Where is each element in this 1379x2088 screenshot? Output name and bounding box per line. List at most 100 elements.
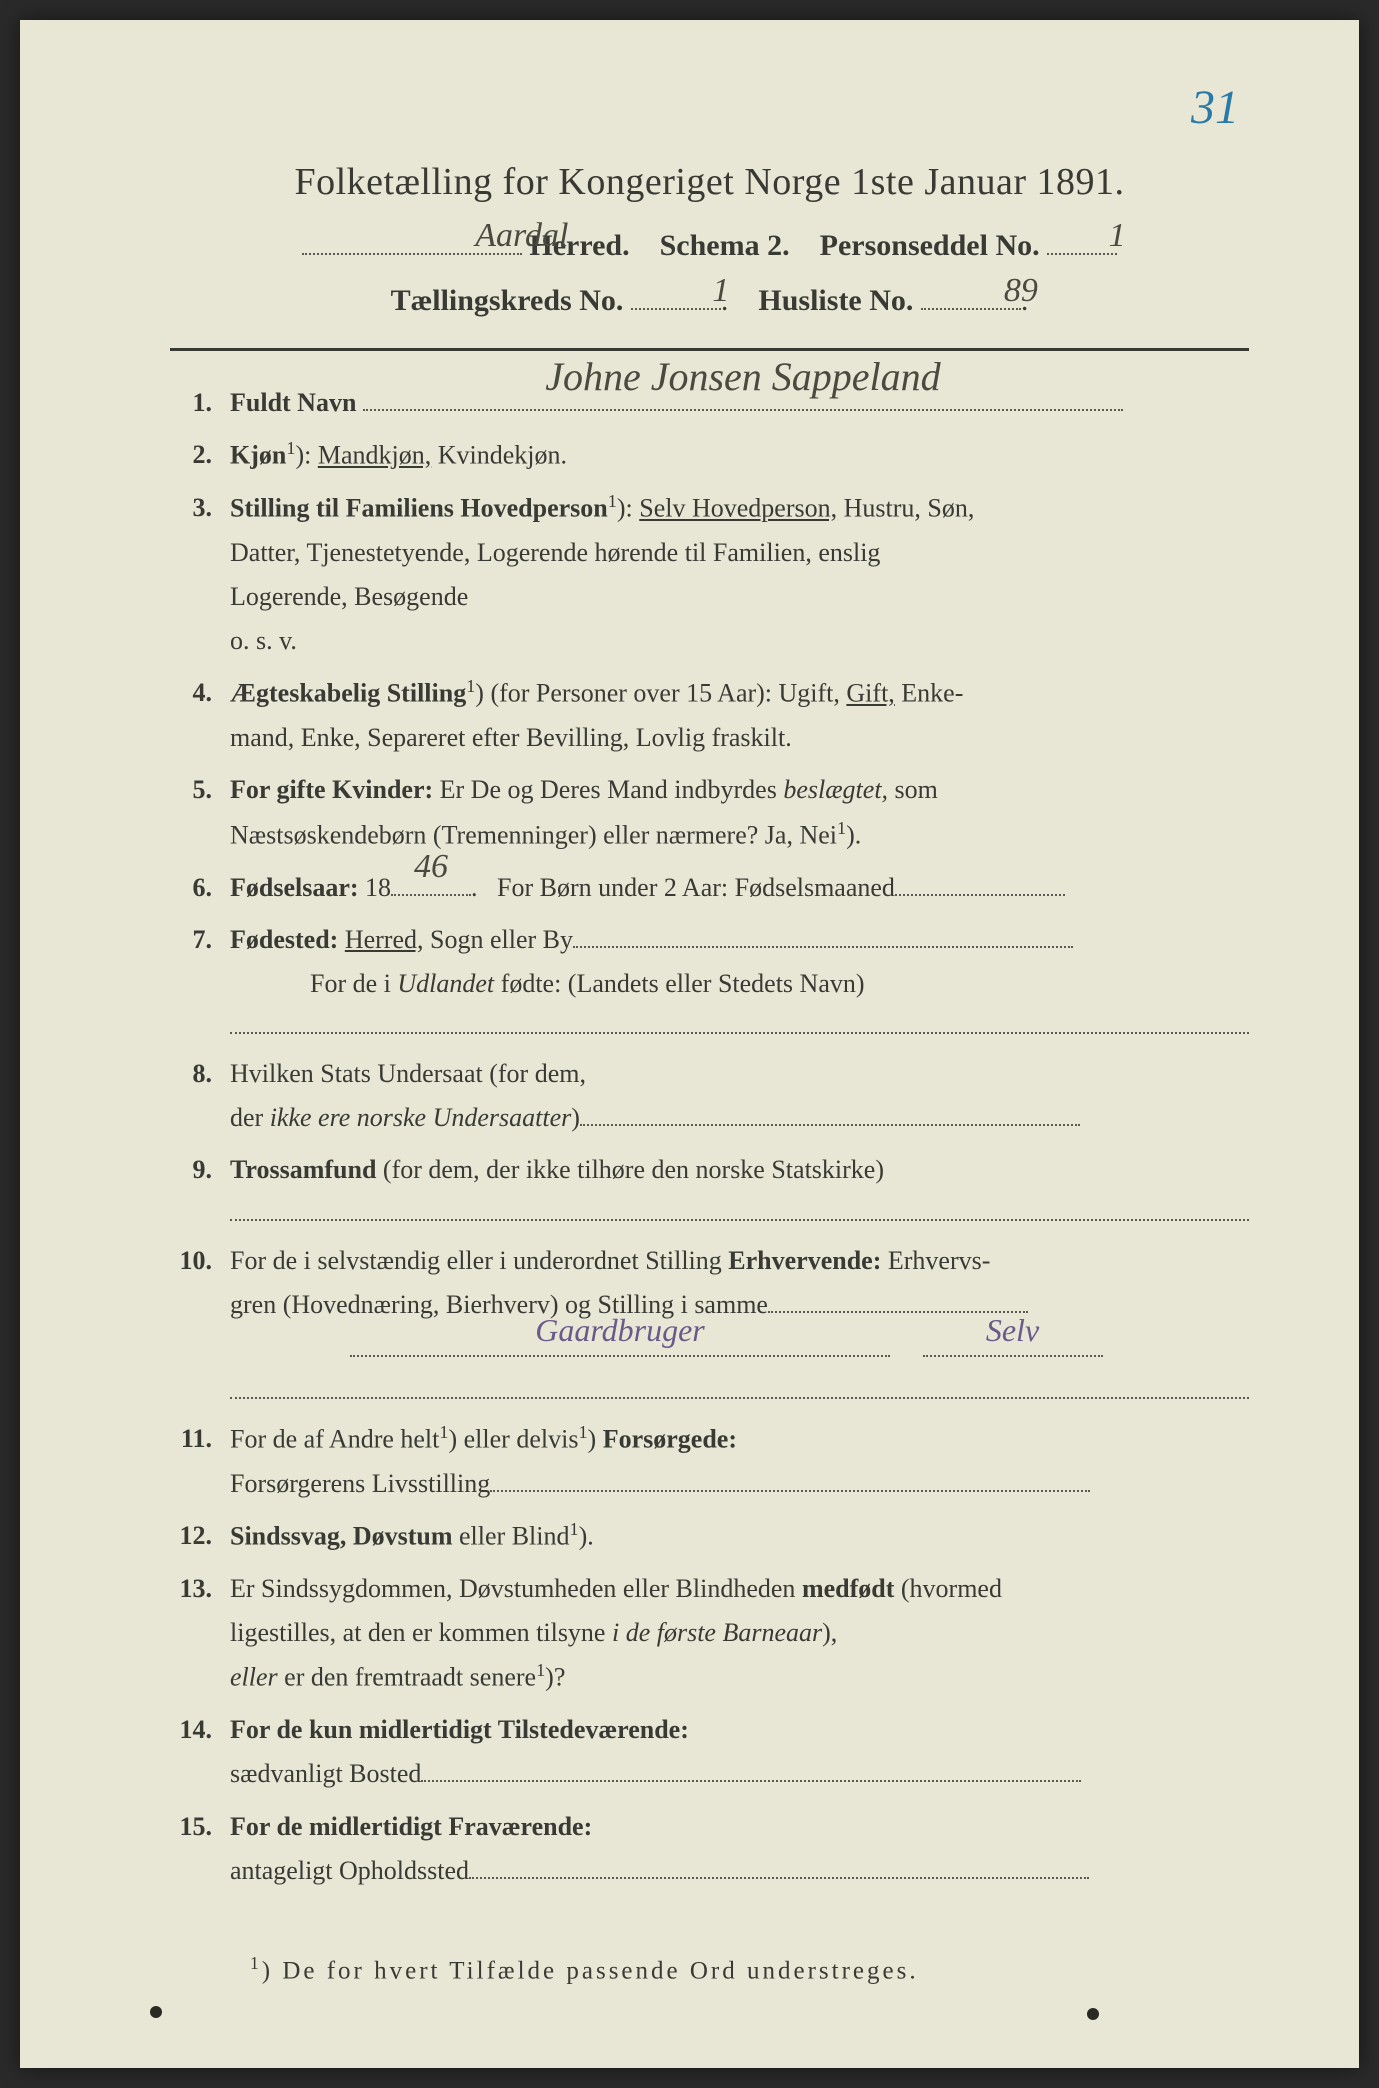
- line3a: eller: [230, 1663, 278, 1692]
- text: eller Blind: [453, 1522, 570, 1551]
- ink-spot: [150, 2006, 162, 2018]
- aegteskab-label: Ægteskabelig Stilling: [230, 679, 466, 708]
- kreds-line: Tællingskreds No. 1. Husliste No. 89.: [170, 277, 1249, 318]
- entry-2: 2. Kjøn1): Mandkjøn, Kvindekjøn.: [170, 433, 1249, 478]
- fuldt-navn-label: Fuldt Navn: [230, 388, 356, 417]
- entry-body: For de i selvstændig eller i underordnet…: [230, 1239, 1249, 1410]
- taellingskreds-label: Tællingskreds No.: [391, 284, 624, 317]
- herred-line: Aardal Herred. Schema 2. Personseddel No…: [170, 222, 1249, 263]
- tail: ).: [579, 1522, 594, 1551]
- line1b: ) eller delvis: [448, 1425, 578, 1454]
- entry-8: 8. Hvilken Stats Undersaat (for dem, der…: [170, 1052, 1249, 1140]
- sup: 1: [570, 1519, 579, 1539]
- herred-value: Aardal: [412, 217, 632, 255]
- entry-body: Fødselsaar: 1846. For Børn under 2 Aar: …: [230, 866, 1249, 910]
- entry-num: 2.: [170, 433, 230, 478]
- entry-4: 4. Ægteskabelig Stilling1) (for Personer…: [170, 671, 1249, 760]
- sup: 1: [250, 1953, 262, 1973]
- gifte-kvinder-label: For gifte Kvinder:: [230, 775, 433, 804]
- line2: mand, Enke, Separeret efter Bevilling, L…: [230, 723, 792, 752]
- husliste-value: 89: [971, 272, 1071, 310]
- entry-5: 5. For gifte Kvinder: Er De og Deres Man…: [170, 768, 1249, 857]
- fravaerende-label: For de midlertidigt Fraværende:: [230, 1812, 592, 1841]
- sup: 1: [608, 491, 617, 511]
- occupation-value: Gaardbruger: [350, 1303, 890, 1357]
- line1: ) (for Personer over 15 Aar): Ugift, Gif…: [475, 679, 963, 708]
- tilstedevaerende-label: For de kun midlertidigt Tilstedeværende:: [230, 1715, 689, 1744]
- line2c: ),: [822, 1618, 837, 1647]
- line1: Er De og Deres Mand indbyrdes beslægtet,…: [433, 775, 938, 804]
- blank-line: [230, 1199, 1249, 1221]
- line1b: Erhvervende:: [728, 1246, 881, 1275]
- fuldt-navn-value: Johne Jonsen Sappeland: [363, 343, 1123, 411]
- line1: (for dem, der ikke tilhøre den norske St…: [376, 1155, 884, 1184]
- page-number-annotation: 31: [1191, 80, 1239, 135]
- tail: ).: [846, 820, 861, 849]
- trossamfund-label: Trossamfund: [230, 1155, 376, 1184]
- taellingskreds-value: 1: [676, 272, 766, 310]
- year-value: 46: [391, 838, 471, 896]
- blank-line: [230, 1012, 1249, 1034]
- title: Folketælling for Kongeriget Norge 1ste J…: [170, 160, 1249, 204]
- sup: 1: [536, 1660, 545, 1680]
- line4: o. s. v.: [230, 626, 297, 655]
- entry-10: 10. For de i selvstændig eller i underor…: [170, 1239, 1249, 1410]
- forsorgede-label: Forsørgede:: [603, 1425, 737, 1454]
- entry-num: 5.: [170, 768, 230, 857]
- entry-num: 15.: [170, 1805, 230, 1893]
- entry-num: 11.: [170, 1417, 230, 1506]
- entry-num: 14.: [170, 1708, 230, 1796]
- entry-body: For gifte Kvinder: Er De og Deres Mand i…: [230, 768, 1249, 857]
- entry-body: Fødested: Herred, Sogn eller By For de i…: [230, 918, 1249, 1044]
- entry-1: 1. Fuldt Navn Johne Jonsen Sappeland: [170, 381, 1249, 425]
- entries-list: 1. Fuldt Navn Johne Jonsen Sappeland 2. …: [170, 381, 1249, 1893]
- kjon-label: Kjøn: [230, 441, 286, 470]
- footnote-text: ) De for hvert Tilfælde passende Ord und…: [262, 1957, 919, 1984]
- sup: 1: [578, 1422, 587, 1442]
- kjon-text: ): Mandkjøn, Kvindekjøn.: [295, 441, 567, 470]
- entry-body: Sindssvag, Døvstum eller Blind1).: [230, 1514, 1249, 1559]
- fodselsaar-label: Fødselsaar:: [230, 873, 359, 902]
- line1: ): Selv Hovedperson, Hustru, Søn,: [617, 494, 975, 523]
- line2: For de i Udlandet fødte: (Landets eller …: [230, 969, 865, 998]
- entry-num: 4.: [170, 671, 230, 760]
- entry-6: 6. Fødselsaar: 1846. For Børn under 2 Aa…: [170, 866, 1249, 910]
- entry-body: For de kun midlertidigt Tilstedeværende:…: [230, 1708, 1249, 1796]
- line2: Forsørgerens Livsstilling: [230, 1469, 490, 1498]
- entry-3: 3. Stilling til Familiens Hovedperson1):…: [170, 486, 1249, 663]
- line2: Datter, Tjenestetyende, Logerende hørend…: [230, 538, 880, 567]
- entry-body: Kjøn1): Mandkjøn, Kvindekjøn.: [230, 433, 1249, 478]
- ink-spot: [1087, 2008, 1099, 2020]
- entry-num: 12.: [170, 1514, 230, 1559]
- entry-num: 7.: [170, 918, 230, 1044]
- sup: 1: [837, 818, 846, 838]
- line3b: er den fremtraadt senere: [278, 1663, 536, 1692]
- sindssvag-label: Sindssvag, Døvstum: [230, 1522, 453, 1551]
- entry-body: Ægteskabelig Stilling1) (for Personer ov…: [230, 671, 1249, 760]
- line2a: ligestilles, at den er kommen tilsyne: [230, 1618, 612, 1647]
- tail: )?: [545, 1663, 565, 1692]
- sup: 1: [466, 676, 475, 696]
- entry-num: 8.: [170, 1052, 230, 1140]
- stilling-label: Stilling til Familiens Hovedperson: [230, 494, 608, 523]
- prefix: 18: [359, 873, 392, 902]
- schema-label: Schema 2.: [660, 229, 790, 262]
- line1c: (hvormed: [894, 1574, 1002, 1603]
- line1b: For Børn under 2 Aar: Fødselsmaaned: [497, 873, 895, 902]
- entry-11: 11. For de af Andre helt1) eller delvis1…: [170, 1417, 1249, 1506]
- entry-body: For de midlertidigt Fraværende: antageli…: [230, 1805, 1249, 1893]
- entry-9: 9. Trossamfund (for dem, der ikke tilhør…: [170, 1148, 1249, 1230]
- line1a: For de af Andre helt: [230, 1425, 439, 1454]
- line1c: Erhvervs-: [881, 1246, 990, 1275]
- footnote: 1) De for hvert Tilfælde passende Ord un…: [170, 1953, 1249, 1985]
- occupation-value2: Selv: [923, 1303, 1103, 1357]
- line1a: Er Sindssygdommen, Døvstumheden eller Bl…: [230, 1574, 802, 1603]
- line2b: i de første Barneaar: [612, 1618, 822, 1647]
- entry-body: Trossamfund (for dem, der ikke tilhøre d…: [230, 1148, 1249, 1230]
- line2: der ikke ere norske Undersaatter): [230, 1103, 580, 1132]
- entry-13: 13. Er Sindssygdommen, Døvstumheden elle…: [170, 1567, 1249, 1700]
- line3: Logerende, Besøgende: [230, 582, 468, 611]
- entry-12: 12. Sindssvag, Døvstum eller Blind1).: [170, 1514, 1249, 1559]
- census-document-page: 31 Folketælling for Kongeriget Norge 1st…: [20, 20, 1359, 2068]
- personseddel-value: 1: [1082, 217, 1152, 255]
